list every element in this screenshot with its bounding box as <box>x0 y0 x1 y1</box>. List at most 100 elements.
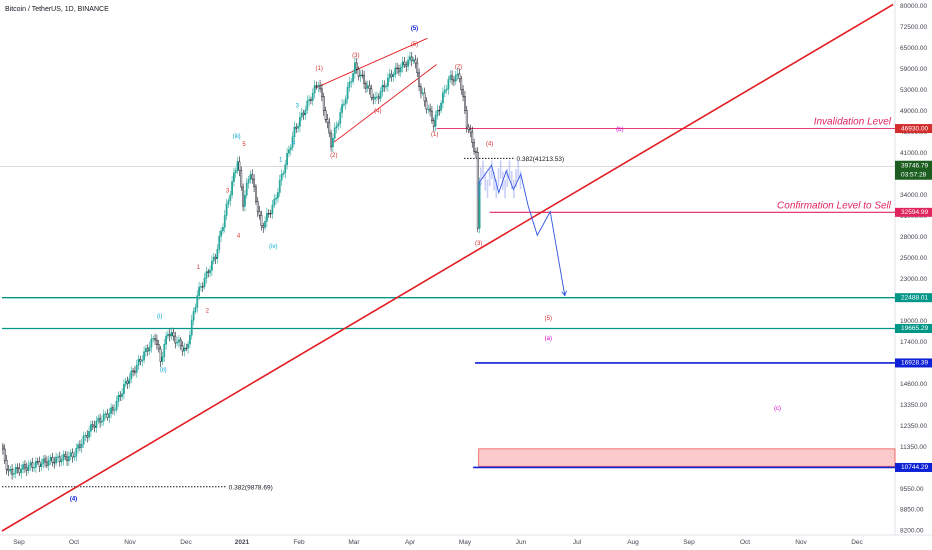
x-tick-label: Nov <box>124 539 136 546</box>
wave-label: (iv) <box>269 244 277 250</box>
candle-body <box>410 56 413 62</box>
candle-body <box>339 112 342 124</box>
candle-body <box>266 213 268 222</box>
y-tick-label: 65000.00 <box>900 45 927 52</box>
candle <box>405 61 408 72</box>
candle-body <box>245 182 248 196</box>
candle <box>374 91 376 105</box>
candle <box>458 69 461 83</box>
candle-body <box>269 213 272 215</box>
candle-body <box>49 457 52 461</box>
candle <box>189 330 191 349</box>
candle <box>425 97 428 114</box>
candle <box>55 452 57 467</box>
candle-body <box>24 464 26 469</box>
candle <box>368 80 371 95</box>
candle <box>462 85 464 102</box>
candle <box>168 328 171 342</box>
price-tag-label: 46930.00 <box>901 125 928 132</box>
candle <box>249 170 252 184</box>
wave-label: (b) <box>616 127 623 133</box>
projection-candle <box>499 160 502 179</box>
candle <box>62 450 65 466</box>
fib-levels: 0.382(41213.53) 0.382(9878.69) <box>2 156 564 491</box>
candle-body <box>310 99 312 101</box>
candle-body <box>355 62 358 70</box>
candle <box>359 70 362 82</box>
candle <box>134 366 136 376</box>
candle <box>205 266 208 284</box>
candle <box>167 330 169 340</box>
candle <box>2 443 4 455</box>
candle-body <box>84 435 87 437</box>
candle <box>174 331 177 349</box>
candle <box>313 80 316 99</box>
candle <box>293 121 296 142</box>
candle-body <box>183 347 186 352</box>
candle <box>355 57 358 74</box>
candle <box>170 327 173 340</box>
candle <box>240 166 243 191</box>
candle <box>53 456 56 469</box>
candle-body <box>13 473 15 475</box>
target-zone <box>478 448 896 467</box>
candle-body <box>442 92 444 104</box>
candle <box>49 454 52 466</box>
candle-body <box>82 435 85 445</box>
candle-body <box>348 81 351 88</box>
candle <box>16 463 19 474</box>
candle <box>5 454 8 475</box>
price-tag <box>895 207 932 217</box>
candle <box>44 454 46 468</box>
candle <box>143 346 145 364</box>
candle <box>388 68 391 82</box>
candle <box>445 84 448 95</box>
candle-body <box>420 86 422 94</box>
candle-body <box>454 74 457 82</box>
candle <box>344 95 347 110</box>
candle-body <box>167 333 169 337</box>
candle-body <box>80 443 83 448</box>
candle <box>124 377 127 388</box>
candle <box>88 425 90 441</box>
candle <box>475 147 477 158</box>
countdown-label: 03:57:28 <box>901 171 927 178</box>
candle-body <box>168 333 171 337</box>
candle-body <box>469 129 472 133</box>
time-axis[interactable]: Sep Oct Nov Dec 2021 Feb Mar Apr May Jun Jul Aug Sep… <box>13 539 863 546</box>
candle <box>60 454 63 466</box>
candle-body <box>462 89 464 97</box>
candle-body <box>47 460 50 466</box>
candle <box>311 88 314 106</box>
x-tick-label: Oct <box>69 539 79 546</box>
x-tick-label: Jun <box>516 539 527 546</box>
candle <box>291 131 294 151</box>
candle <box>157 340 160 353</box>
candle <box>423 87 426 107</box>
candle-body <box>201 286 204 288</box>
candle-body <box>392 74 395 77</box>
candle-body <box>359 74 362 77</box>
candle-body <box>401 61 404 68</box>
candle-body <box>29 462 32 466</box>
candle-body <box>119 394 122 397</box>
candle-body <box>418 72 420 88</box>
y-tick-label: 28000.00 <box>900 234 927 241</box>
candle <box>31 457 34 472</box>
y-tick-label: 14600.00 <box>900 381 927 388</box>
candle-body <box>220 230 222 237</box>
candle-body <box>332 137 334 148</box>
candle-body <box>3 448 6 461</box>
price-axis-area <box>895 0 932 535</box>
projection-candle <box>517 160 520 179</box>
candle <box>79 440 81 452</box>
candle-body <box>79 444 81 448</box>
candle <box>172 328 175 341</box>
projection-candle <box>484 172 487 191</box>
candle <box>69 449 72 461</box>
candle <box>434 110 437 131</box>
candle-body <box>53 461 56 464</box>
candle <box>80 438 83 454</box>
candle <box>396 62 398 75</box>
